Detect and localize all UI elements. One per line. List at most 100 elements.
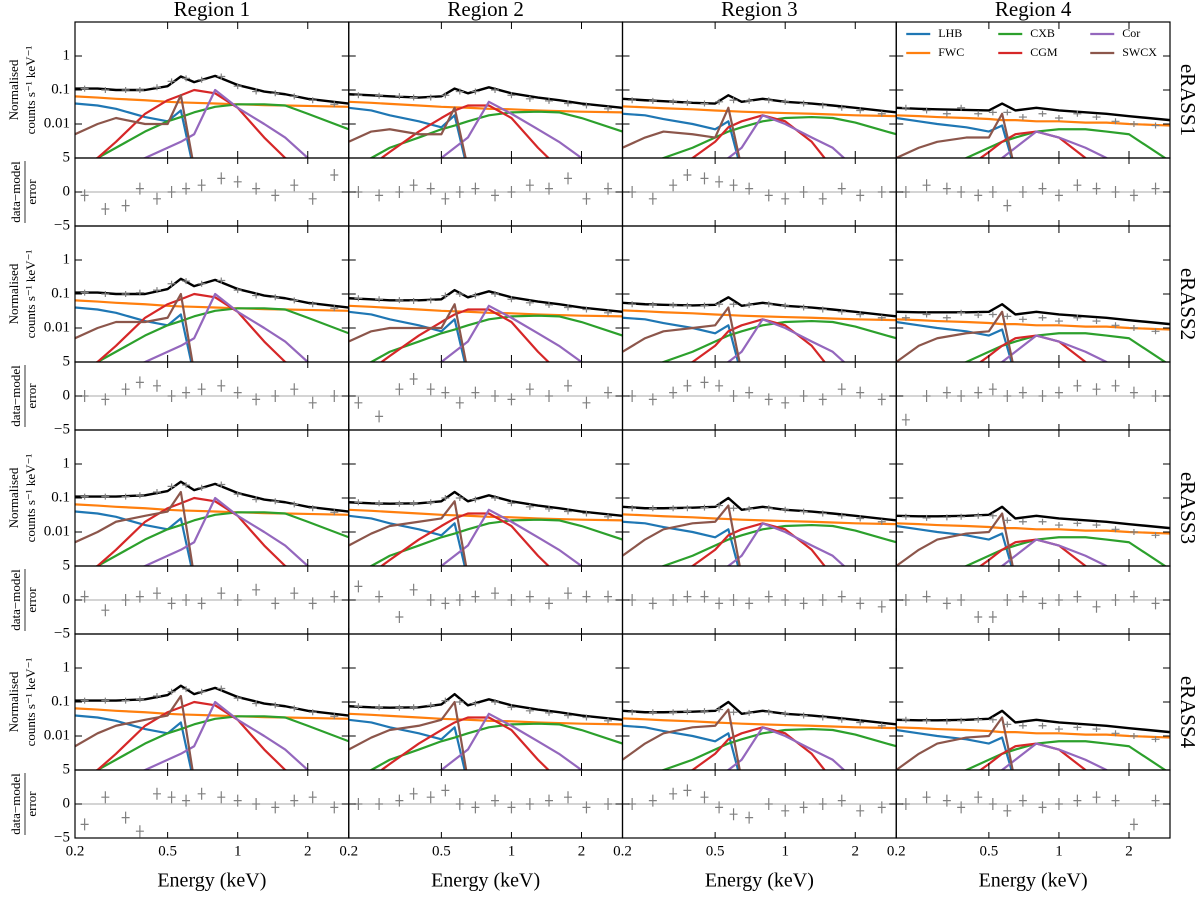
data-point <box>729 505 738 512</box>
residual-point <box>1151 182 1160 195</box>
total-model-line <box>896 303 1170 326</box>
data-point <box>837 104 846 111</box>
total-model-line <box>622 496 897 522</box>
residual-axis-label: error <box>24 179 39 205</box>
residual-panel <box>348 784 623 814</box>
x-tick-label: 2 <box>578 843 586 859</box>
data-point <box>375 500 384 507</box>
residual-point <box>135 825 144 838</box>
model-line <box>348 304 623 318</box>
residual-point <box>1003 390 1012 402</box>
model-line <box>1000 130 1109 158</box>
residual-point <box>409 179 418 192</box>
data-point <box>628 97 637 104</box>
data-point <box>729 709 738 716</box>
data-point <box>1054 522 1063 529</box>
data-point <box>901 716 910 723</box>
data-point <box>395 500 404 507</box>
residual-y-tick-label: −5 <box>54 421 70 437</box>
data-point <box>507 704 516 711</box>
y-axis-label: Normalised <box>6 59 21 120</box>
residual-point <box>1018 590 1027 603</box>
residual-point <box>121 811 130 824</box>
spectrum-panel <box>622 296 897 362</box>
data-point <box>700 504 709 511</box>
residual-point <box>1092 600 1101 613</box>
data-point <box>683 708 692 715</box>
data-point <box>1129 733 1138 739</box>
residual-point <box>901 413 910 426</box>
model-line <box>963 740 1168 770</box>
residual-point <box>395 794 404 807</box>
data-point <box>1018 114 1027 121</box>
residual-point <box>308 791 317 804</box>
residual-point <box>252 182 261 195</box>
model-line <box>75 94 194 158</box>
data-point <box>715 706 724 713</box>
residual-point <box>648 597 657 610</box>
residual-point <box>135 590 144 603</box>
model-line <box>622 105 897 118</box>
data-point <box>217 481 226 488</box>
residual-panel <box>348 580 623 623</box>
data-point <box>648 505 657 512</box>
residual-point <box>167 390 176 402</box>
data-point <box>957 717 966 724</box>
residual-point <box>799 186 808 198</box>
data-point <box>271 90 280 97</box>
model-line <box>141 496 311 566</box>
residual-point <box>1054 594 1063 606</box>
data-point <box>683 99 692 106</box>
model-line <box>622 112 740 158</box>
x-axis-label: Energy (keV) <box>705 870 814 892</box>
data-point <box>877 518 886 525</box>
data-point <box>877 722 886 729</box>
residual-point <box>877 801 886 814</box>
data-point <box>252 700 261 707</box>
model-line <box>348 106 466 158</box>
residual-point <box>745 386 754 399</box>
data-point <box>988 109 997 116</box>
residual-point <box>764 393 773 406</box>
residual-point <box>729 390 738 402</box>
data-point <box>233 491 242 498</box>
residual-point <box>564 379 573 392</box>
residual-point <box>1038 801 1047 814</box>
model-line <box>963 536 1168 566</box>
residual-panel <box>896 791 1170 831</box>
model-line <box>963 128 1168 158</box>
data-point <box>217 685 226 692</box>
data-point <box>167 688 176 695</box>
data-point <box>252 496 261 503</box>
residual-point <box>1054 189 1063 202</box>
residual-axis-label: data−model <box>8 569 23 631</box>
residual-point <box>604 386 613 399</box>
model-line <box>94 715 349 770</box>
data-point <box>1151 736 1160 743</box>
total-model-line <box>75 684 349 717</box>
residual-point <box>957 186 966 198</box>
residual-point <box>582 192 591 205</box>
data-point <box>1129 529 1138 535</box>
legend-label: Cor <box>1122 26 1140 40</box>
residual-point <box>922 390 931 402</box>
data-point <box>856 719 865 726</box>
data-point <box>80 85 89 92</box>
total-model-line <box>75 277 349 309</box>
data-point <box>818 102 827 109</box>
data-point <box>197 76 206 83</box>
y-tick-label: 1 <box>63 47 71 63</box>
model-line <box>379 716 551 770</box>
model-line <box>896 318 1170 331</box>
model-line <box>75 694 194 770</box>
model-line <box>963 332 1168 362</box>
residual-point <box>375 798 384 810</box>
residual-point <box>974 611 983 623</box>
residual-point <box>290 383 299 396</box>
x-tick-label: 0.5 <box>432 843 451 859</box>
total-model-line <box>75 74 349 105</box>
y-axis-label: Normalised <box>6 263 21 324</box>
residual-point <box>152 379 161 392</box>
residual-panel <box>348 172 623 205</box>
data-point <box>182 75 191 82</box>
